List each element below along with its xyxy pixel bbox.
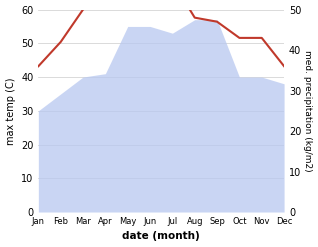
X-axis label: date (month): date (month) <box>122 231 200 242</box>
Y-axis label: med. precipitation (kg/m2): med. precipitation (kg/m2) <box>303 50 313 172</box>
Y-axis label: max temp (C): max temp (C) <box>5 77 16 144</box>
